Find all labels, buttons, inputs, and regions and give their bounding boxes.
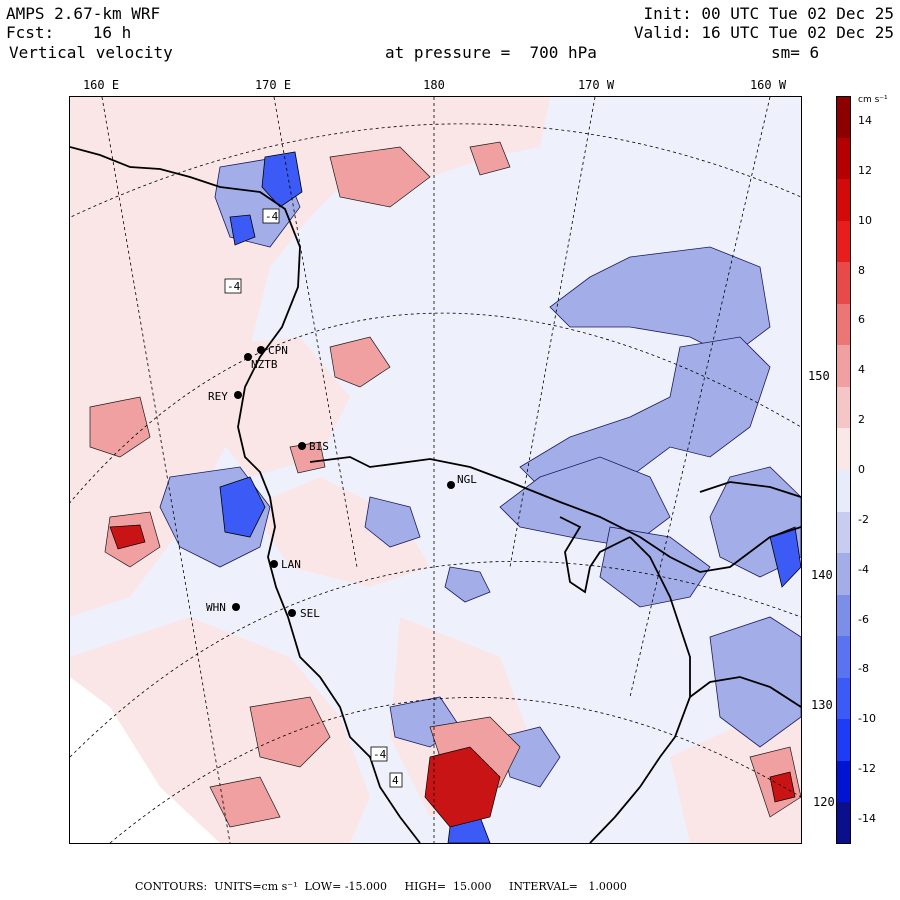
svg-text:SEL: SEL — [300, 607, 320, 620]
lon-label-160e: 160 E — [82, 78, 120, 92]
station-nztb: NZTB — [244, 353, 278, 371]
colorbar-segment — [836, 386, 851, 429]
no-data-area — [70, 677, 220, 843]
contour-info: CONTOURS: UNITS=cm s⁻¹ LOW= -15.000 HIGH… — [135, 880, 627, 893]
colorbar-tick-label: -6 — [858, 612, 869, 626]
contour-label: 4 — [389, 772, 403, 788]
svg-text:WHN: WHN — [206, 601, 226, 614]
colorbar-tick-label: -2 — [858, 512, 869, 526]
colorbar-segment — [836, 345, 851, 388]
colorbar-segment — [836, 760, 851, 803]
colorbar-segment — [836, 220, 851, 263]
colorbar-tick-label: -4 — [858, 562, 869, 576]
stations: CPN NZTB REY BIS NGL LAN WHN SEL — [206, 344, 477, 620]
station-ngl: NGL — [447, 473, 477, 489]
strong-positive-cores — [109, 524, 796, 828]
colorbar-segment — [836, 594, 851, 637]
strong-negative-cores — [219, 151, 801, 843]
colorbar-segment — [836, 303, 851, 346]
station-cpn: CPN — [257, 344, 288, 357]
colorbar-tick-label: 0 — [858, 463, 865, 476]
contour-value-labels: -4 -4 -4 4 — [224, 208, 403, 788]
lon-label-180: 180 — [423, 78, 445, 92]
svg-text:NGL: NGL — [457, 473, 477, 486]
colorbar-segment — [836, 511, 851, 554]
valid-time: Valid: 16 UTC Tue 02 Dec 25 — [633, 23, 894, 42]
lon-label-160w: 160 W — [749, 78, 787, 92]
colorbar-segment — [836, 553, 851, 596]
colorbar-tick-label: 12 — [858, 163, 872, 177]
colorbar-segment — [836, 719, 851, 762]
colorbar-segment — [836, 179, 851, 222]
graticule — [70, 97, 801, 843]
colorbar-tick-label: 6 — [858, 313, 865, 327]
colorbar-tick-label: 8 — [858, 263, 865, 277]
svg-text:CPN: CPN — [268, 344, 288, 357]
colorbar-tick-label: 10 — [858, 213, 872, 227]
svg-text:BIS: BIS — [309, 440, 329, 453]
colorbar-tick-label: 2 — [858, 413, 865, 427]
variable-name: Vertical velocity — [9, 43, 173, 62]
contour-label: -4 — [224, 278, 242, 294]
colorbar-segment — [836, 677, 851, 720]
lon-label-170w: 170 W — [577, 78, 615, 92]
vertical-velocity-map: CPN NZTB REY BIS NGL LAN WHN SEL -4 -4 -… — [70, 97, 801, 843]
pressure-level: at pressure = 700 hPa — [385, 43, 597, 62]
svg-text:-4: -4 — [227, 280, 241, 293]
colorbar-segment — [836, 137, 851, 180]
svg-text:NZTB: NZTB — [251, 358, 278, 371]
colorbar-tick-label: -14 — [858, 812, 876, 826]
colorbar-segment — [836, 802, 851, 845]
colorbar-segment — [836, 636, 851, 679]
model-title: AMPS 2.67-km WRF — [6, 4, 161, 23]
smoothing: sm= 6 — [771, 43, 820, 62]
map-panel: CPN NZTB REY BIS NGL LAN WHN SEL -4 -4 -… — [69, 96, 802, 844]
colorbar-tick-label: -8 — [858, 662, 869, 676]
coastline — [70, 146, 801, 843]
station-bis: BIS — [298, 440, 329, 453]
contour-label: -4 — [370, 746, 388, 762]
init-time: Init: 00 UTC Tue 02 Dec 25 — [643, 4, 894, 23]
svg-text:-4: -4 — [373, 748, 387, 761]
svg-text:REY: REY — [208, 390, 228, 403]
colorbar-tick-label: 4 — [858, 363, 865, 377]
station-whn: WHN — [206, 601, 240, 614]
colorbar-tick-label: -12 — [858, 762, 876, 776]
colorbar-units: cm s⁻¹ — [858, 95, 888, 105]
contour-label: -4 — [262, 208, 280, 224]
station-sel: SEL — [288, 607, 320, 620]
svg-text:LAN: LAN — [281, 558, 301, 571]
station-lan: LAN — [270, 558, 301, 571]
colorbar-segment — [836, 96, 851, 139]
lon-label-170e: 170 E — [254, 78, 292, 92]
svg-text:4: 4 — [392, 774, 399, 787]
colorbar-segment — [836, 470, 851, 513]
colorbar-frame — [836, 96, 851, 844]
colorbar-tick-label: 14 — [858, 113, 872, 127]
colorbar-tick-label: -10 — [858, 712, 876, 726]
svg-text:-4: -4 — [265, 210, 279, 223]
colorbar-segment — [836, 262, 851, 305]
colorbar-segment — [836, 428, 851, 471]
station-rey: REY — [208, 390, 242, 403]
colorbar — [836, 96, 851, 845]
forecast-hour: Fcst: 16 h — [6, 23, 132, 42]
